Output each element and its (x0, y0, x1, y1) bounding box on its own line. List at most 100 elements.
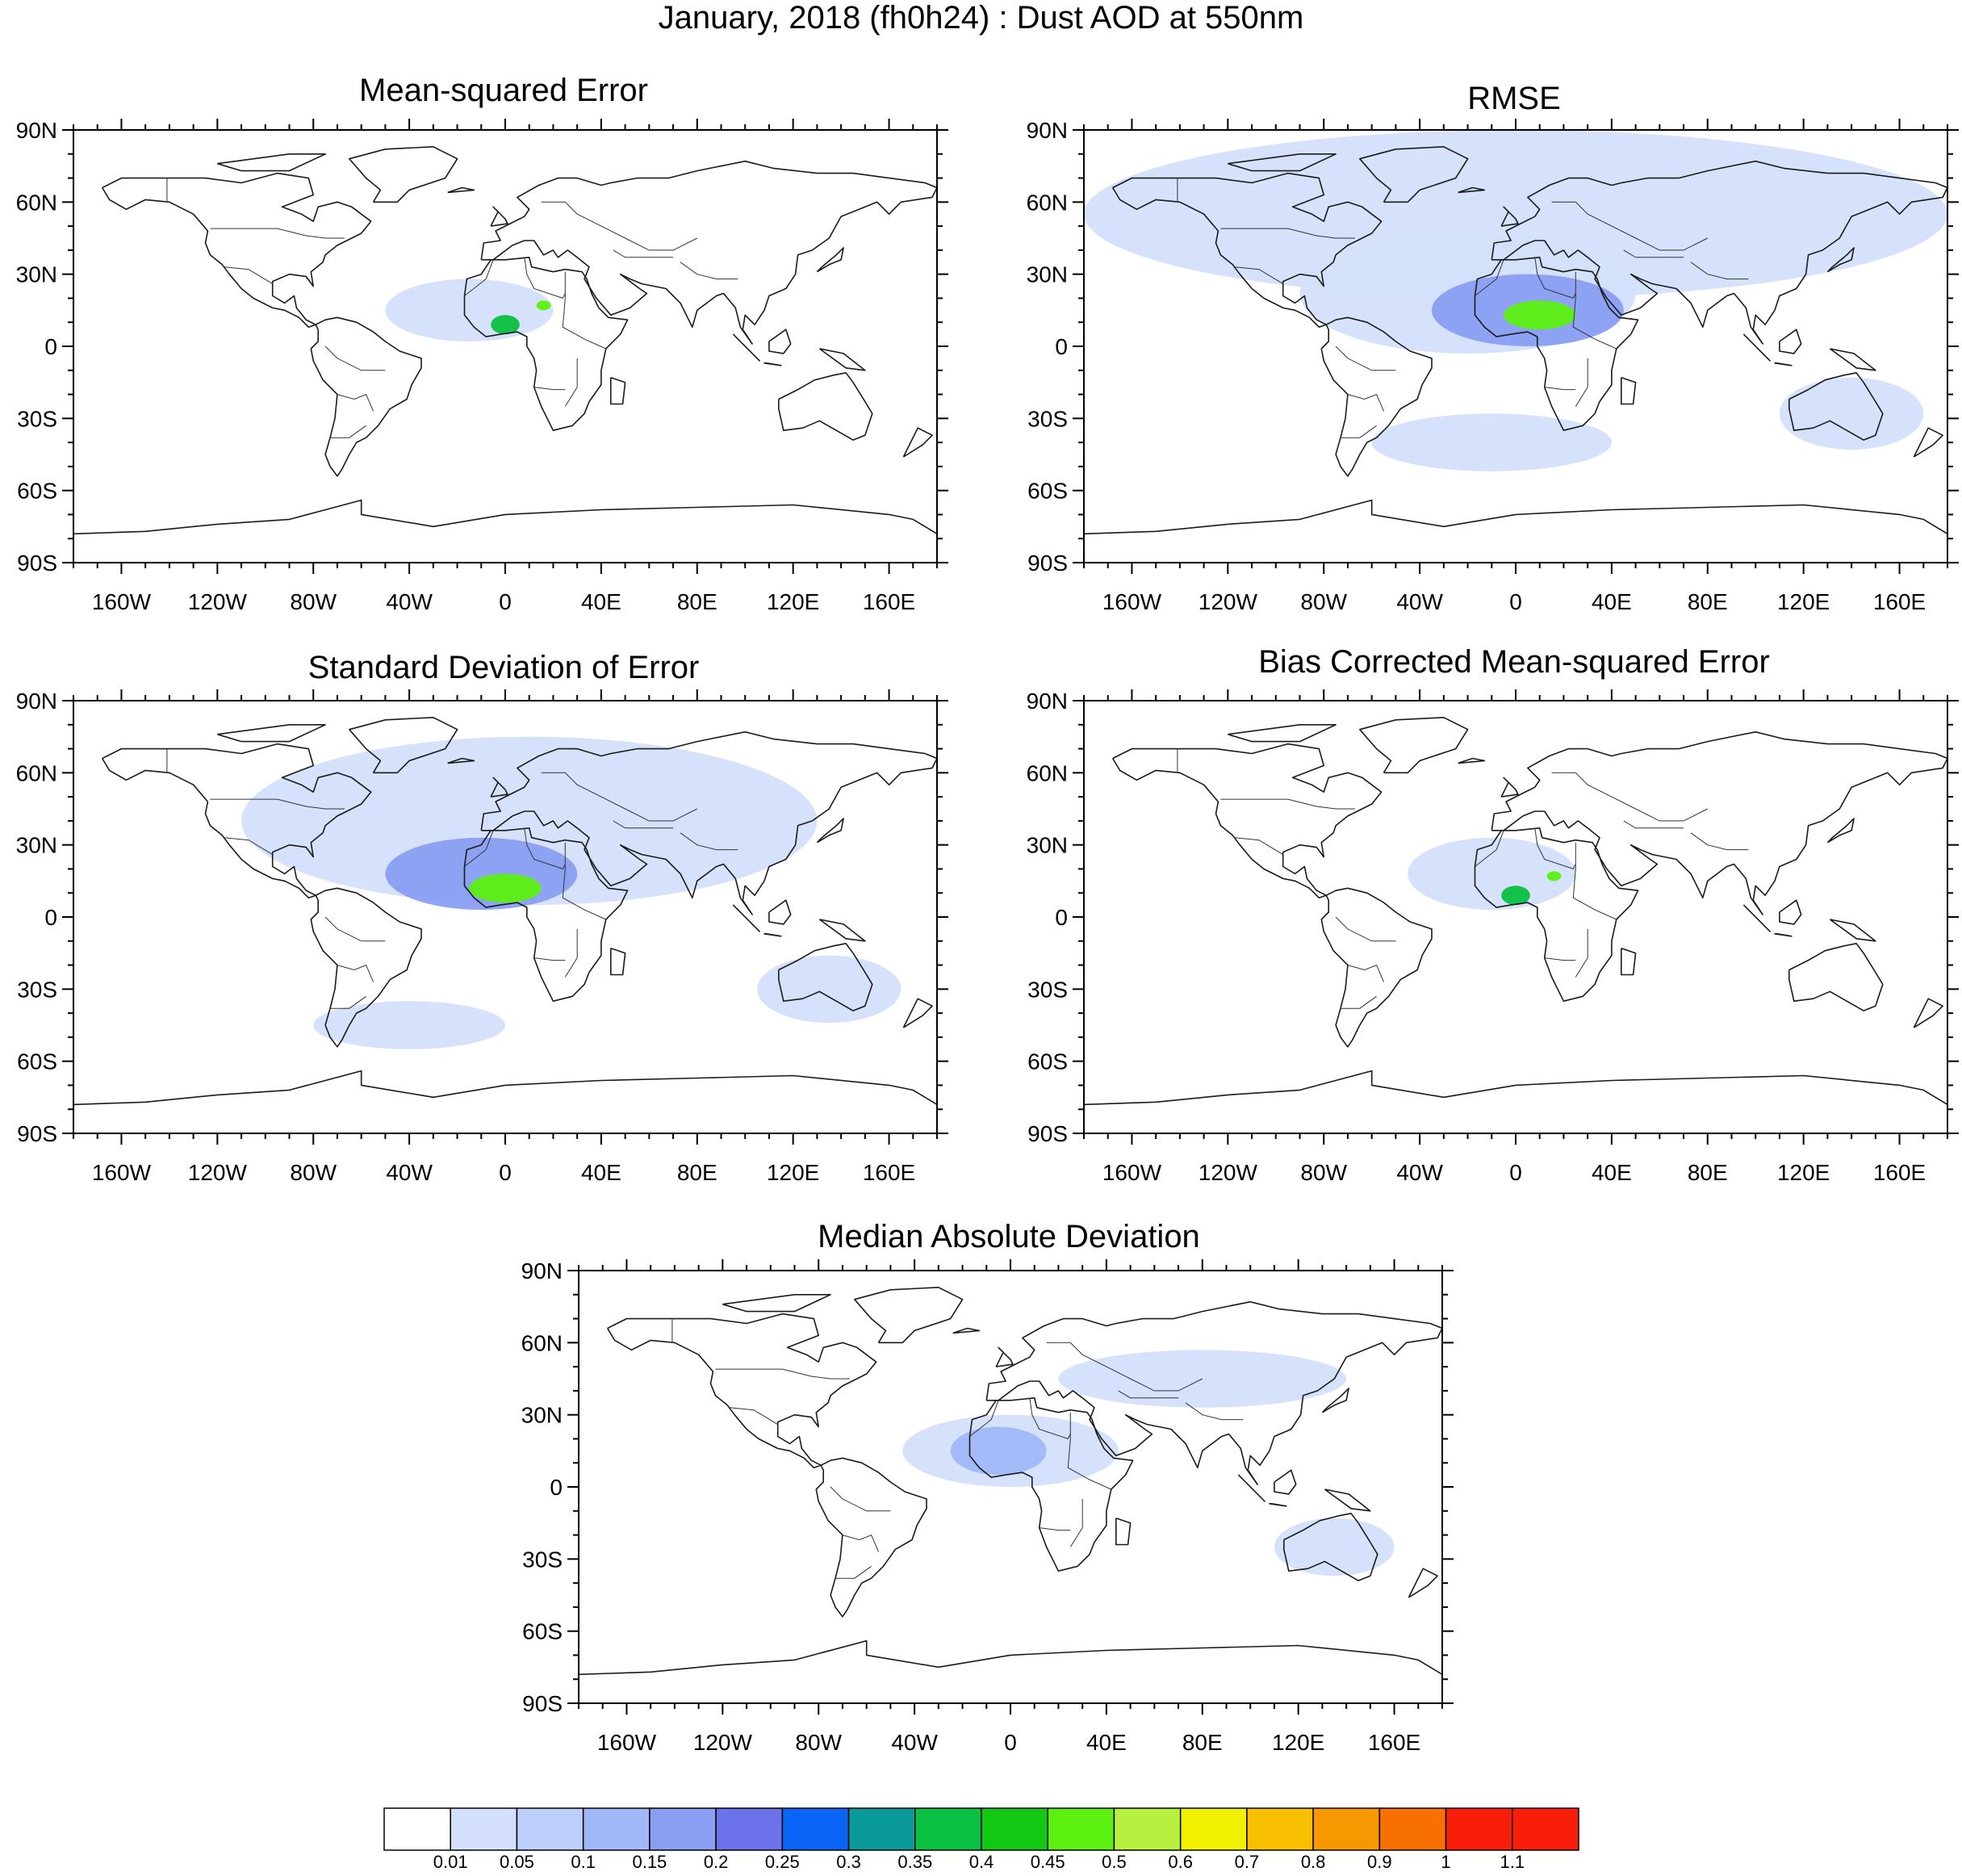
field-region-2 (469, 873, 542, 903)
country-border-5 (1572, 842, 1617, 920)
coastline-13 (1274, 1469, 1297, 1495)
coastline-1 (310, 316, 422, 477)
lon-label: 120W (1199, 589, 1258, 614)
coastline-11 (1742, 333, 1771, 362)
country-border-11 (337, 964, 374, 982)
lon-label: 120E (767, 589, 819, 614)
colorbar-box (1113, 1807, 1182, 1851)
colorbar-box (1047, 1807, 1115, 1851)
colorbar-label: 0.35 (897, 1852, 932, 1871)
lon-label: 120W (188, 1160, 248, 1185)
lon-label: 0 (499, 1160, 512, 1185)
lon-label: 160W (1102, 589, 1162, 614)
lat-label: 60N (16, 760, 57, 785)
coastline-15 (1408, 1568, 1438, 1598)
colorbar-box (1179, 1807, 1248, 1851)
lat-label: 90N (16, 689, 57, 714)
coastline-9 (1826, 247, 1855, 273)
lon-label: 40W (386, 589, 433, 614)
panel-title-mse: Mean-squared Error (359, 73, 648, 108)
lon-label: 120E (1777, 589, 1830, 614)
country-border-3 (1029, 1397, 1071, 1440)
field-region-0 (241, 736, 818, 906)
lon-label: 80W (1300, 589, 1347, 614)
coastline-10 (610, 376, 626, 405)
lon-label: 80E (1688, 589, 1728, 614)
lon-label: 80W (795, 1730, 842, 1755)
coastline-11 (732, 333, 760, 362)
colorbar-label: 0.25 (765, 1852, 800, 1871)
coastline-13 (768, 899, 792, 925)
lon-label: 40E (1086, 1730, 1127, 1755)
coastline-9 (1826, 818, 1855, 844)
coastline-10 (1621, 947, 1637, 976)
field-region-0 (1408, 837, 1576, 911)
lat-label: 90N (16, 118, 57, 143)
country-border-13 (324, 916, 386, 942)
country-border-3 (524, 827, 566, 870)
country-border-2 (1235, 837, 1283, 856)
coastline-15 (902, 998, 933, 1028)
coastline-1 (815, 1457, 927, 1618)
coastline-4 (349, 717, 458, 774)
colorbar-label: 0.5 (1102, 1852, 1127, 1871)
coastline-10 (610, 947, 626, 976)
country-border-1 (210, 798, 345, 810)
colorbar-label: 0.8 (1301, 1852, 1326, 1871)
coastline-15 (902, 427, 933, 458)
country-border-9 (1690, 832, 1749, 851)
colorbar-box (1312, 1807, 1381, 1851)
country-border-13 (324, 345, 386, 371)
lat-label: 90S (522, 1691, 563, 1716)
country-border-5 (1572, 271, 1617, 350)
lon-label: 80E (1182, 1730, 1223, 1755)
lat-label: 30S (1027, 977, 1068, 1002)
country-border-12 (1341, 425, 1377, 438)
country-border-8 (1046, 1342, 1203, 1392)
country-border-11 (1347, 393, 1384, 412)
coastline-14 (1324, 1489, 1371, 1512)
country-border-6 (564, 928, 578, 978)
country-border-11 (1347, 964, 1384, 982)
map-panel-rmse: 90N 60N 30N 0 30S 60S 90S 160W 120W 80W 40W 0 40E 80E… (1027, 118, 1959, 614)
country-border-5 (562, 842, 607, 920)
lat-label: 30N (521, 1403, 563, 1428)
country-border-4 (464, 830, 494, 867)
colorbar-label: 0.6 (1168, 1852, 1193, 1871)
coastline-4 (349, 146, 458, 203)
coastline-7 (1500, 777, 1519, 798)
lon-label: 0 (1509, 1160, 1522, 1185)
field-region-5 (1371, 413, 1612, 471)
colorbar-label: 0.45 (1031, 1852, 1065, 1871)
coastline-3 (1491, 731, 1947, 915)
coastline-8 (447, 757, 475, 764)
panel-title-mad: Median Absolute Deviation (818, 1219, 1200, 1254)
coastline-14 (1829, 348, 1876, 371)
country-border-3 (1534, 827, 1576, 870)
colorbar-label: 0.01 (433, 1852, 468, 1871)
lat-label: 90S (17, 1121, 57, 1146)
colorbar-box (1246, 1807, 1314, 1851)
country-border-2 (1235, 266, 1283, 285)
colorbar-label: 0.1 (571, 1852, 596, 1871)
colorbar-box (1378, 1807, 1447, 1851)
coastline-9 (816, 818, 844, 844)
coastline-10 (1115, 1517, 1132, 1546)
country-border-12 (330, 425, 366, 438)
country-border-9 (1185, 1402, 1244, 1421)
coastline-12 (763, 362, 782, 366)
coastline-3 (1491, 160, 1947, 345)
coastline-0 (102, 743, 372, 898)
country-border-10 (613, 249, 674, 258)
country-border-6 (564, 358, 578, 407)
coastline-2 (1474, 257, 1639, 431)
lon-label: 40E (581, 589, 621, 614)
country-border-9 (680, 832, 738, 851)
lon-label: 120W (693, 1730, 753, 1755)
country-border-4 (1475, 830, 1504, 867)
coastline-0 (1112, 743, 1383, 898)
lat-label: 60N (1027, 190, 1068, 215)
country-border-12 (330, 995, 366, 1009)
lon-label: 120E (767, 1160, 819, 1185)
coastline-2 (463, 827, 629, 1002)
